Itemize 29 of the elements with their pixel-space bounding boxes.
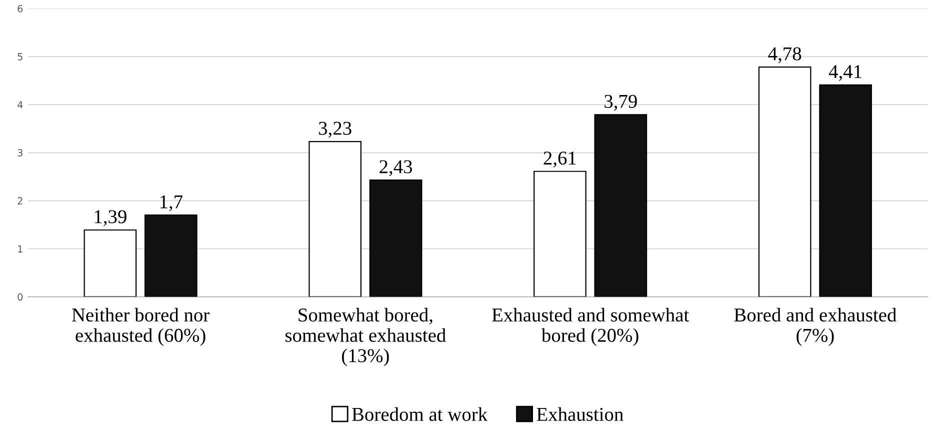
data-label: 3,23: [318, 122, 352, 138]
y-tick-label: 5: [18, 53, 22, 60]
y-tick-label: 6: [18, 4, 23, 12]
data-label: 1,7: [160, 195, 183, 212]
data-label: 4,41: [828, 65, 862, 81]
x-tick-label: Exhausted and somewhat bored (20%): [492, 308, 690, 346]
data-label: 2,43: [380, 160, 412, 176]
legend-label: Exhaustion: [536, 407, 624, 421]
y-tick-label: 1: [18, 245, 22, 252]
y-tick-label: 2: [18, 197, 22, 204]
bar: [534, 170, 586, 297]
bar: [84, 229, 137, 297]
bar: [758, 66, 812, 297]
legend-label: Boredom at work: [352, 407, 488, 421]
data-label: 3,79: [604, 94, 637, 111]
data-label: 4,78: [768, 47, 802, 64]
x-tick-label: Neither bored nor exhausted (60%): [72, 308, 210, 346]
data-label: 1,39: [94, 210, 126, 226]
x-tick-label: Bored and exhausted (7%): [734, 308, 896, 346]
bar: [308, 141, 362, 297]
bar: [369, 179, 422, 297]
x-tick-label: Somewhat bored, somewhat exhausted (13%): [286, 308, 446, 366]
y-tick-label: 4: [18, 101, 23, 108]
y-tick-label: 0: [18, 293, 23, 301]
bar: [594, 114, 648, 297]
bar: [819, 84, 872, 297]
data-label: 2,61: [544, 152, 576, 168]
y-tick-label: 3: [18, 149, 22, 156]
bar: [144, 214, 198, 297]
